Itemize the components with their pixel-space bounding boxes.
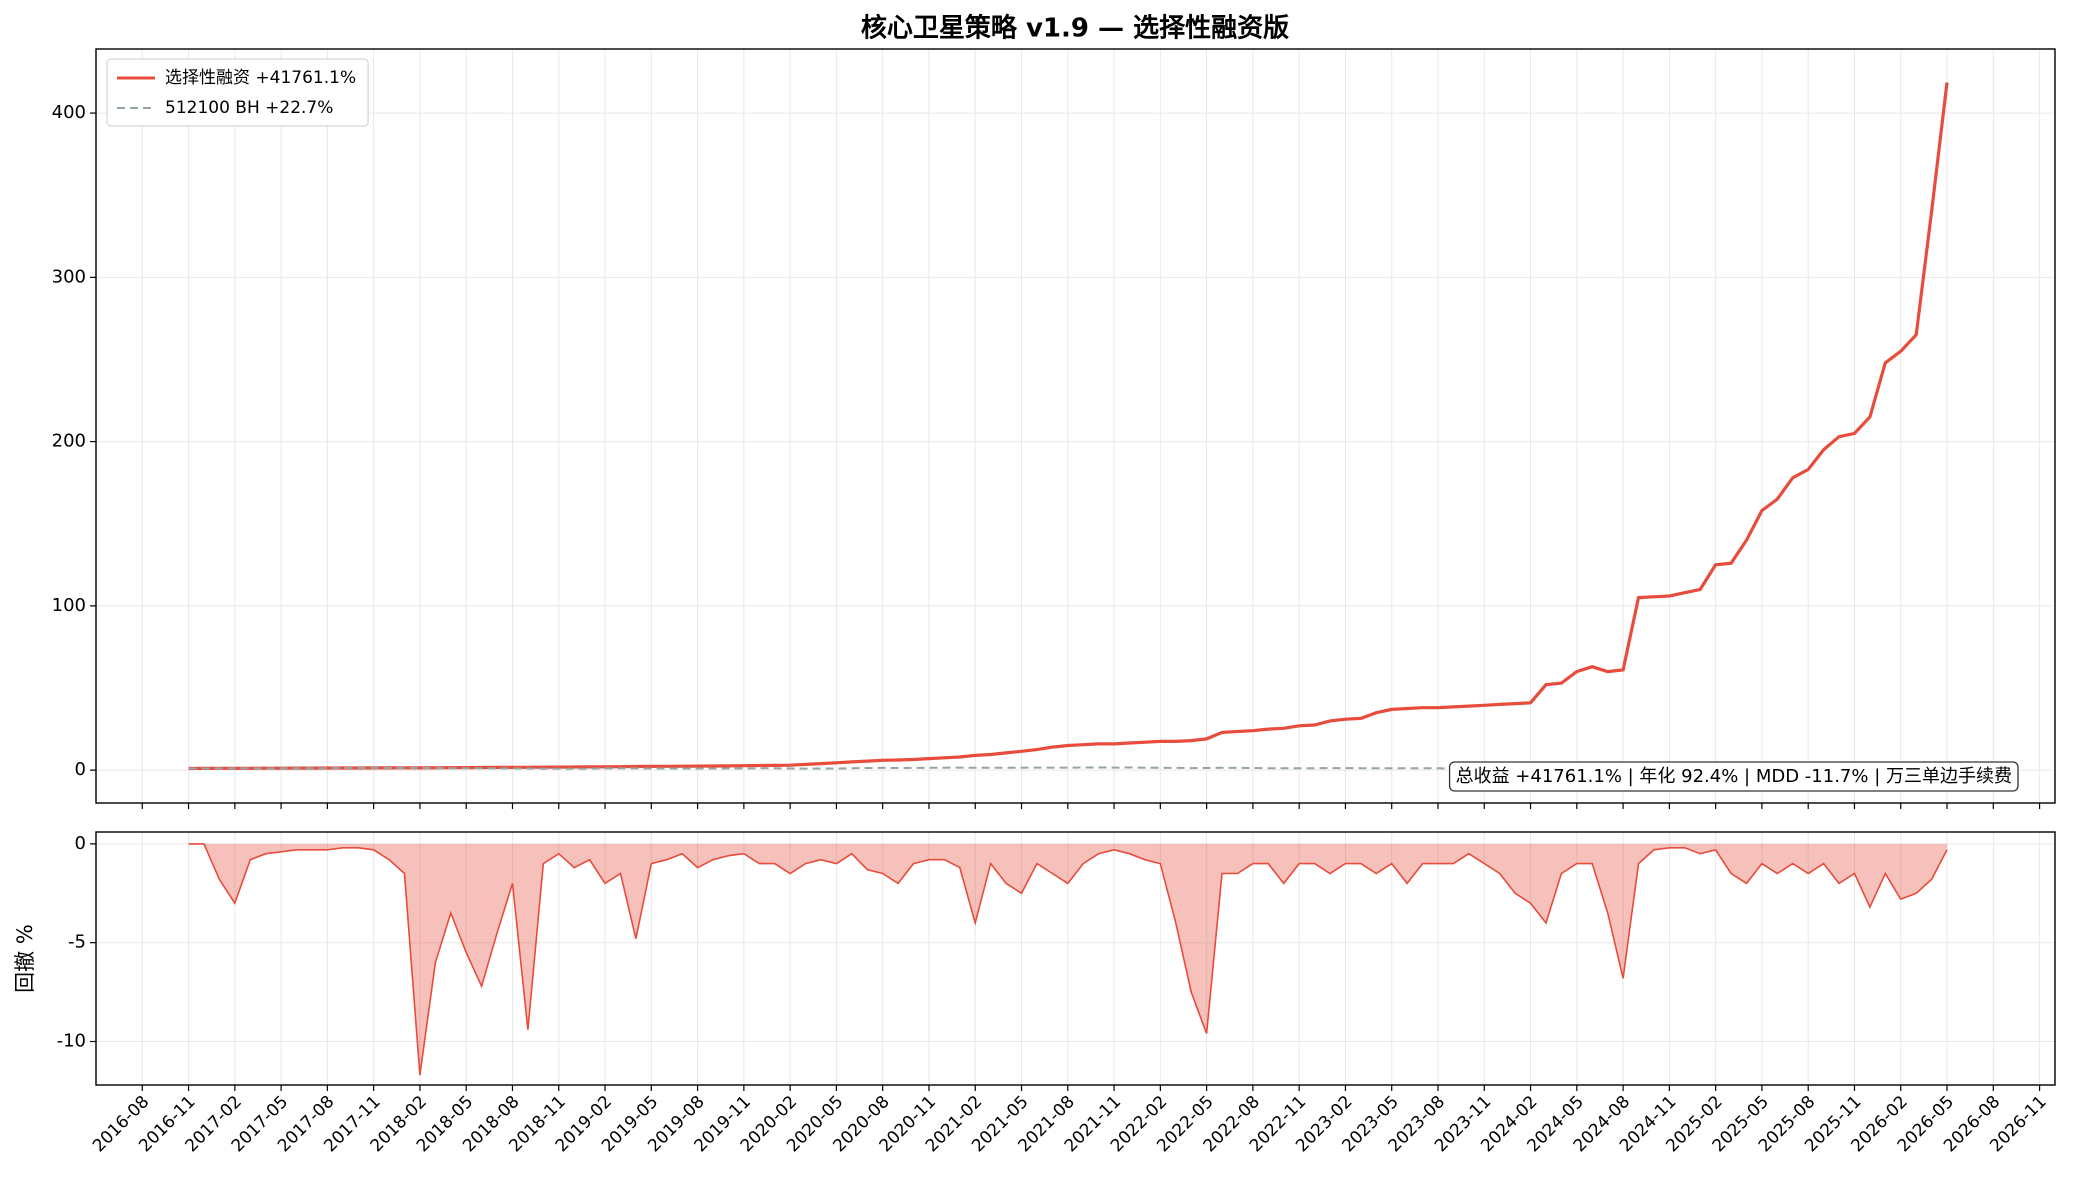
legend-label: 512100 BH +22.7% — [165, 98, 333, 118]
drawdown-area — [188, 843, 1948, 1076]
y-tick-label: -5 — [68, 932, 86, 953]
y-axis-label: 回撤 % — [13, 924, 37, 993]
annotation-box — [1448, 761, 2019, 792]
legend-box — [106, 58, 369, 127]
drawdown-line — [188, 843, 1948, 1076]
y-tick-label: 300 — [52, 266, 86, 287]
y-tick-label: 0 — [75, 759, 86, 780]
legend: 选择性融资 +41761.1% 512100 BH +22.7% — [106, 58, 369, 127]
series-line — [188, 766, 1947, 770]
legend-label: 选择性融资 +41761.1% — [165, 68, 356, 88]
annotation: 总收益 +41761.1% | 年化 92.4% | MDD -11.7% | … — [1456, 766, 2012, 787]
y-tick-label: 400 — [52, 102, 86, 123]
axes-frame — [95, 48, 2056, 804]
y-tick-label: 200 — [52, 431, 86, 452]
chart-title: 核心卫星策略 v1.9 — 选择性融资版 — [861, 13, 1289, 44]
y-tick-label: 100 — [52, 595, 86, 616]
axes-frame — [95, 831, 2056, 1086]
y-tick-label: -10 — [57, 1031, 86, 1052]
y-tick-label: 0 — [75, 833, 86, 854]
